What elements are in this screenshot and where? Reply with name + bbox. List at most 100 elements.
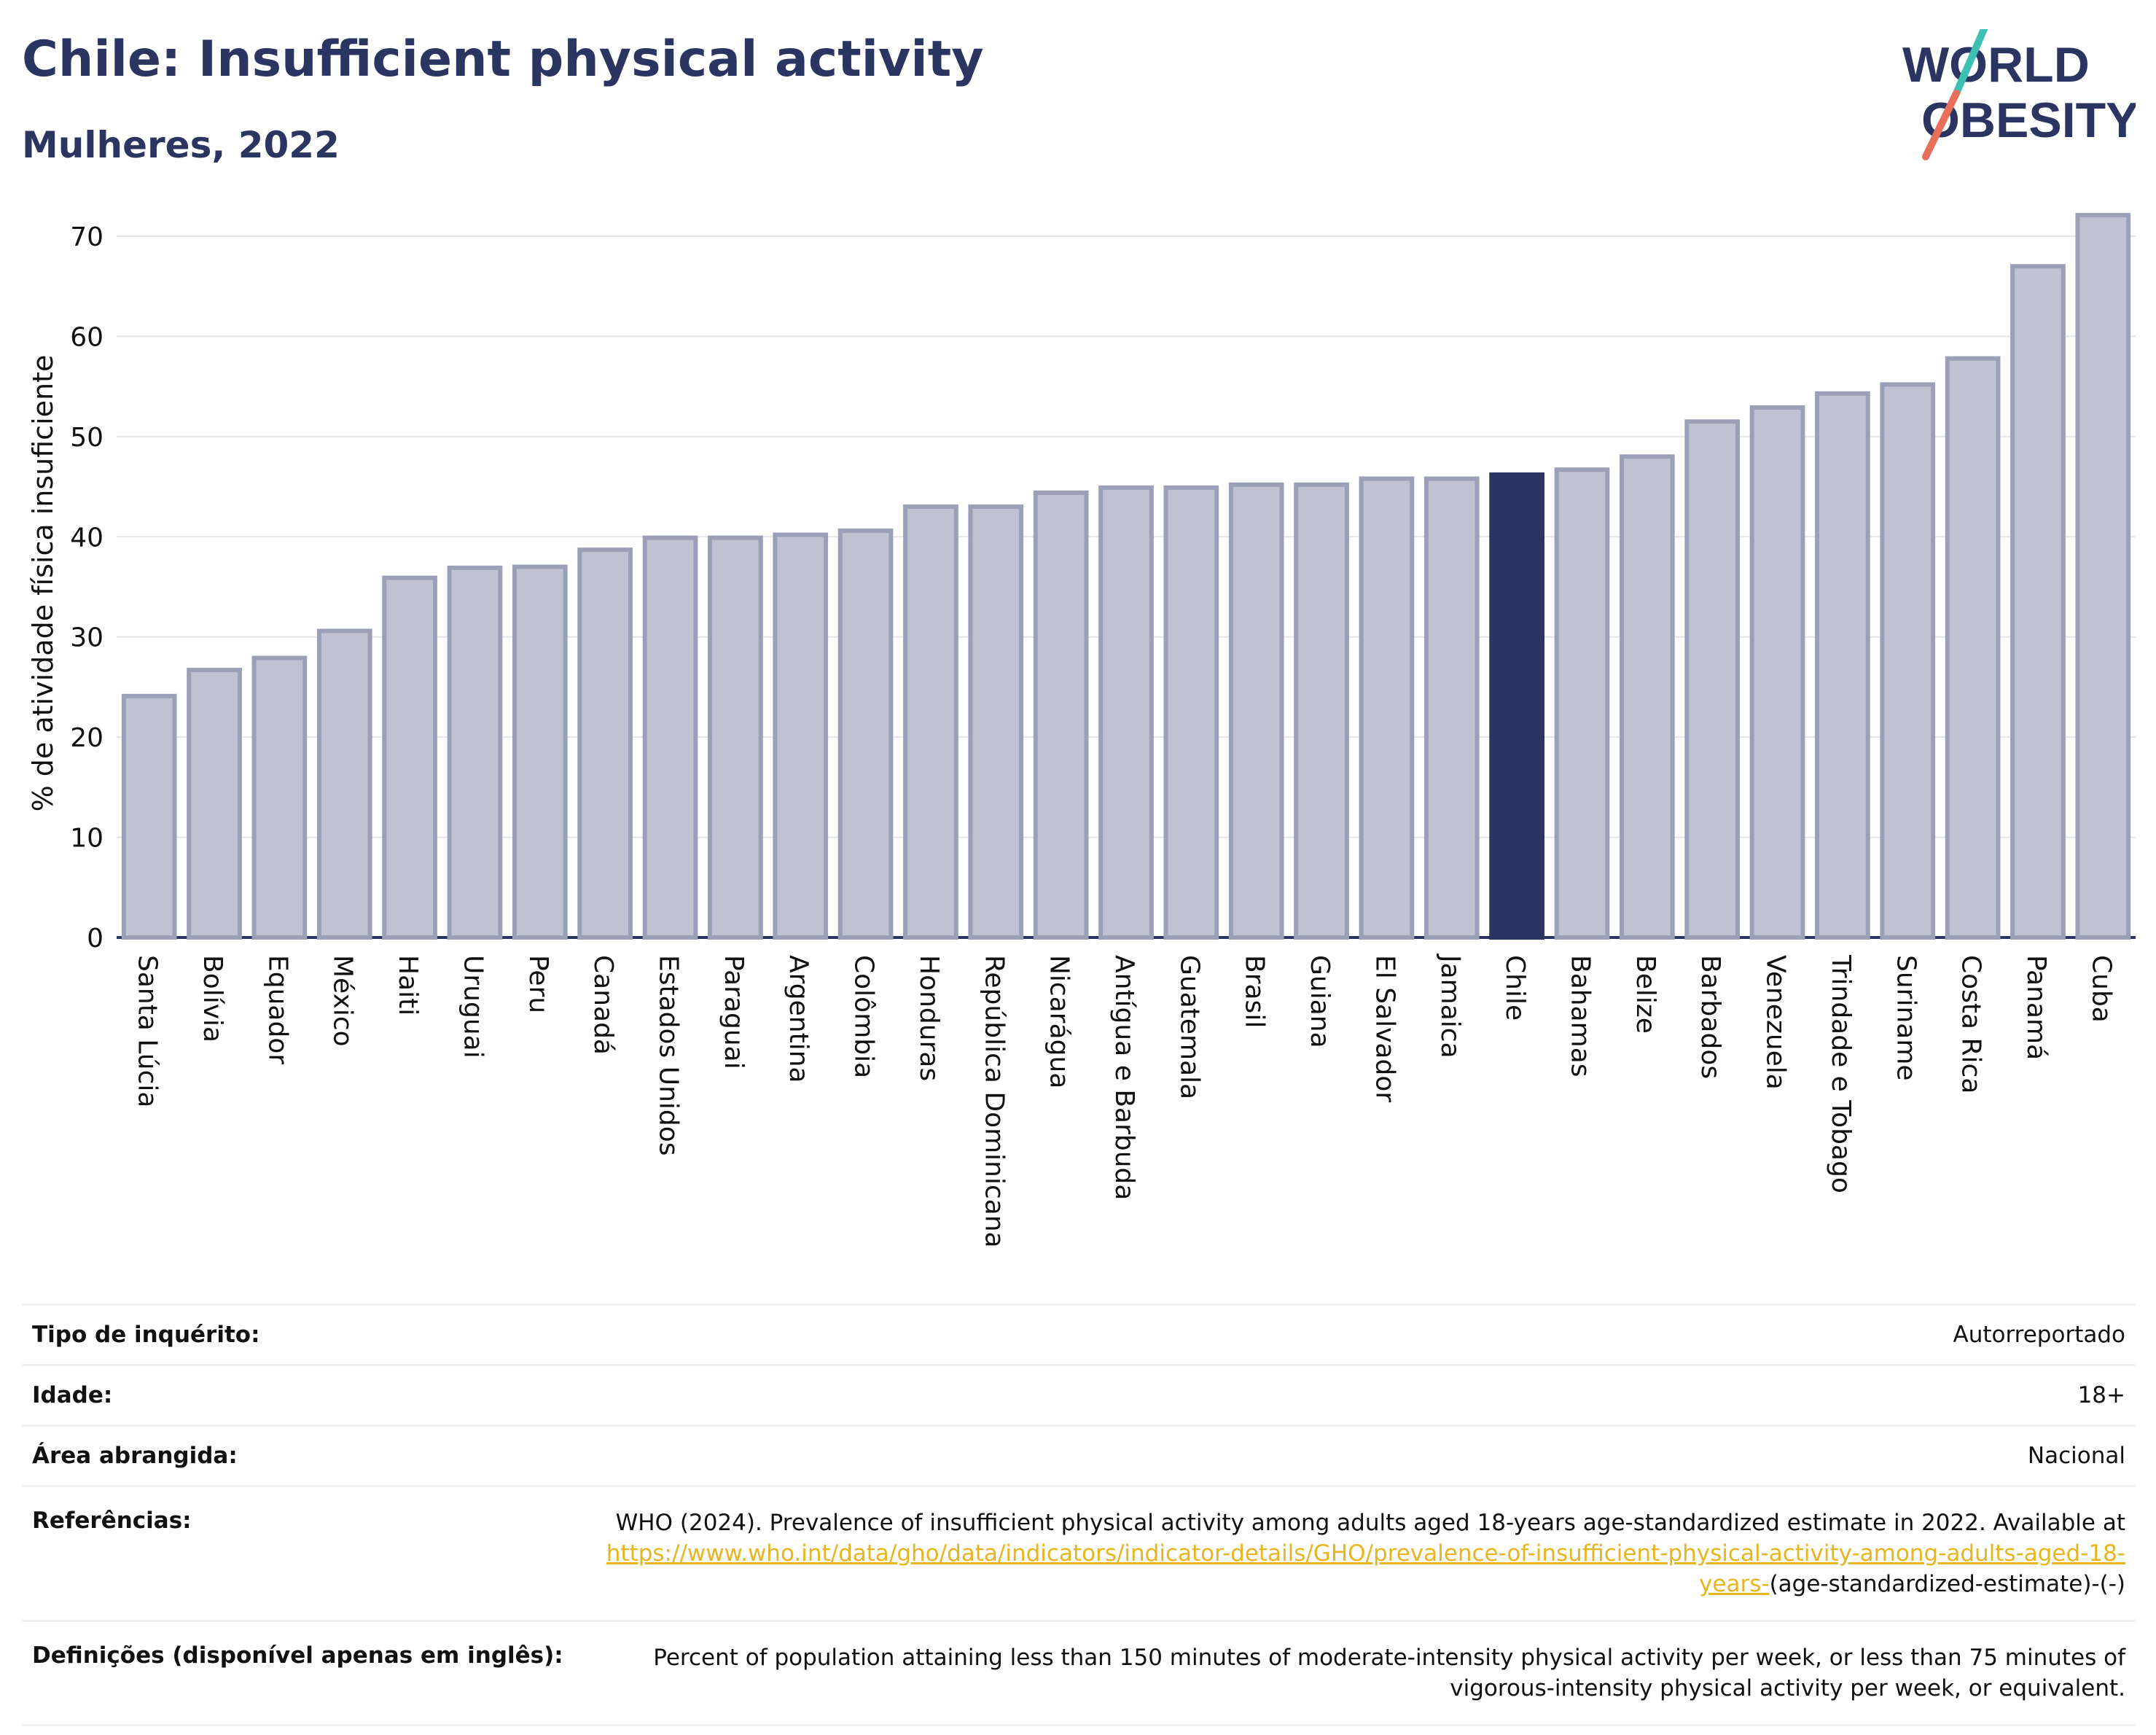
x-tick-label: Suriname: [1891, 955, 1921, 1081]
bar-estados-unidos: [642, 535, 698, 940]
bar-panamá: [2010, 264, 2066, 940]
bar-república-dominicana: [968, 504, 1024, 940]
x-tick-label: El Salvador: [1370, 955, 1399, 1102]
x-tick-label: Brasil: [1240, 955, 1270, 1028]
bar-cuba: [2075, 213, 2131, 940]
info-table: Tipo de inquérito: Autorreportado Idade:…: [22, 1303, 2136, 1726]
bar-bahamas: [1554, 467, 1610, 940]
x-tick-label: Antígua e Barbuda: [1109, 955, 1139, 1200]
x-tick-label: Estados Unidos: [654, 955, 684, 1156]
bar-guatemala: [1163, 485, 1219, 940]
x-tick-label: México: [328, 955, 358, 1047]
references-link[interactable]: https://www.who.int/data/gho/data/indica…: [606, 1540, 2125, 1597]
y-tick-label: 50: [70, 423, 103, 453]
bar-belize: [1619, 454, 1675, 940]
logo-slash-teal: [1953, 29, 1988, 97]
bar-canadá: [577, 547, 633, 940]
y-tick-label: 30: [70, 623, 103, 653]
x-tick-label: Honduras: [914, 955, 944, 1081]
x-tick-label: Jamaica: [1435, 954, 1465, 1058]
bar-méxico: [316, 628, 372, 940]
area-label: Área abrangida:: [32, 1443, 238, 1469]
info-row-references: Referências: WHO (2024). Prevalence of i…: [22, 1485, 2136, 1620]
x-tick-label: Trindade e Tobago: [1826, 954, 1856, 1193]
x-tick-label: Equador: [262, 955, 292, 1064]
bar-bolívia: [187, 668, 242, 940]
x-tick-label: Canadá: [588, 955, 618, 1055]
world-obesity-logo: WORLD OBESITY: [1902, 29, 2136, 160]
y-tick-label: 70: [70, 222, 103, 252]
references-value: WHO (2024). Prevalence of insufficient p…: [536, 1508, 2125, 1599]
bar-brasil: [1228, 482, 1284, 940]
x-tick-label: Uruguai: [458, 955, 488, 1058]
x-tick-label: Nicarágua: [1044, 955, 1074, 1088]
bar-peru: [512, 564, 568, 940]
survey-value: Autorreportado: [1953, 1322, 2126, 1348]
age-label: Idade:: [32, 1382, 113, 1408]
x-tick-label: Guiana: [1305, 955, 1335, 1048]
bar-nicarágua: [1033, 490, 1089, 940]
bar-trindade-e-tobago: [1815, 391, 1870, 940]
x-tick-label: Venezuela: [1761, 955, 1791, 1090]
bar-santa-lúcia: [121, 693, 177, 940]
logo-line1: WORLD: [1902, 37, 2090, 93]
references-suffix: (age-standardized-estimate)-(-): [1769, 1571, 2125, 1597]
y-tick-label: 20: [70, 723, 103, 753]
x-tick-label: Santa Lúcia: [133, 955, 163, 1107]
x-axis-labels: Santa Lúcia Bolívia Equador México Haiti Urug…: [133, 954, 2117, 1248]
x-tick-label: Guatemala: [1174, 955, 1204, 1099]
bar-paraguai: [708, 535, 763, 940]
bar-venezuela: [1749, 405, 1805, 940]
x-tick-label: Costa Rica: [1956, 955, 1986, 1093]
bar-colômbia: [837, 529, 894, 940]
logo-line2: OBESITY: [1921, 93, 2136, 148]
page-title: Chile: Insufficient physical activity: [22, 31, 984, 88]
x-tick-label: Haiti: [393, 955, 423, 1015]
info-row-age: Idade: 18+: [22, 1364, 2136, 1424]
logo-slash-red: [1922, 90, 1960, 160]
area-value: Nacional: [2027, 1443, 2125, 1469]
x-tick-label: Peru: [523, 955, 553, 1013]
info-row-survey: Tipo de inquérito: Autorreportado: [22, 1303, 2136, 1364]
bar-uruguai: [447, 565, 503, 940]
y-axis-ticks: 0 10 20 30 40 50 60 70: [70, 222, 103, 954]
bar-honduras: [903, 504, 958, 940]
x-tick-label: Bolívia: [198, 955, 227, 1042]
definitions-label: Definições (disponível apenas em inglês)…: [32, 1642, 563, 1669]
bar-argentina: [773, 532, 829, 940]
bar-chart: 0 10 20 30 40 50 60 70 Santa Lúcia Bolívia Equado…: [27, 213, 2136, 1248]
bar-chile: [1489, 472, 1544, 940]
references-text: WHO (2024). Prevalence of insufficient p…: [615, 1510, 2125, 1536]
bar-costa-rica: [1945, 356, 2001, 940]
bar-el-salvador: [1359, 476, 1415, 940]
x-tick-label: Bahamas: [1565, 955, 1595, 1077]
y-tick-label: 40: [70, 523, 103, 553]
x-tick-label: Paraguai: [719, 955, 749, 1069]
info-row-definitions: Definições (disponível apenas em inglês)…: [22, 1620, 2136, 1726]
bar-guiana: [1294, 482, 1349, 940]
bar-jamaica: [1423, 476, 1480, 940]
definitions-value: Percent of population attaining less tha…: [653, 1645, 2125, 1701]
x-tick-label: Barbados: [1695, 955, 1725, 1079]
x-tick-label: Argentina: [784, 955, 813, 1083]
x-tick-label: Panamá: [2021, 955, 2051, 1060]
page-subtitle: Mulheres, 2022: [22, 124, 340, 166]
x-tick-label: Belize: [1630, 955, 1660, 1034]
bars: [121, 213, 2131, 940]
bar-haiti: [382, 575, 437, 940]
y-axis-label: % de atividade física insuficiente: [27, 355, 59, 812]
x-tick-label: Colômbia: [849, 955, 879, 1078]
bar-antígua-e-barbuda: [1098, 485, 1154, 940]
bar-barbados: [1684, 419, 1741, 940]
survey-label: Tipo de inquérito:: [32, 1322, 260, 1348]
bar-equador: [251, 655, 308, 940]
y-tick-label: 10: [70, 824, 103, 854]
info-row-area: Área abrangida: Nacional: [22, 1424, 2136, 1485]
references-label: Referências:: [32, 1508, 192, 1534]
bar-suriname: [1880, 382, 1936, 940]
y-tick-label: 60: [70, 322, 103, 352]
x-tick-label: Cuba: [2086, 955, 2116, 1023]
x-tick-label: República Dominicana: [979, 955, 1009, 1248]
y-tick-label: 0: [87, 924, 103, 954]
age-value: 18+: [2077, 1382, 2125, 1408]
